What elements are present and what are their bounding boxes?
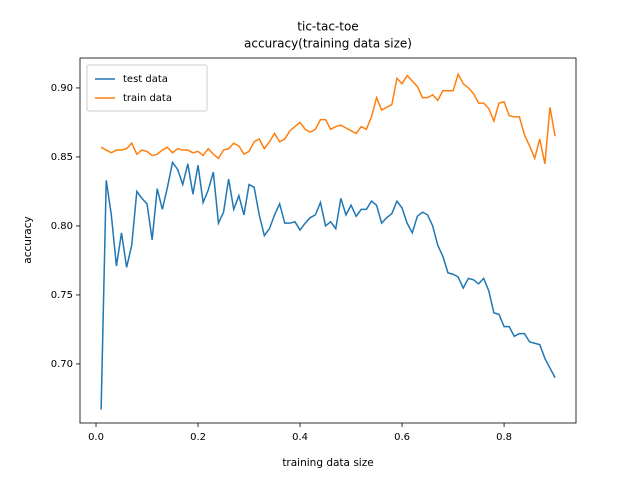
x-tick-label: 0.0 xyxy=(88,432,104,443)
x-tick-label: 0.8 xyxy=(496,432,512,443)
y-tick-label: 0.75 xyxy=(51,290,73,301)
y-axis-label: accuracy xyxy=(22,216,34,263)
x-tick-label: 0.4 xyxy=(292,432,308,443)
y-tick-label: 0.70 xyxy=(51,359,73,370)
chart-subtitle: accuracy(training data size) xyxy=(244,37,412,51)
plot-frame xyxy=(79,57,577,424)
line-series xyxy=(100,72,556,164)
line-series xyxy=(100,160,556,410)
legend-label: test data xyxy=(123,74,168,85)
chart-title: tic-tac-toe xyxy=(297,20,358,34)
x-tick-label: 0.2 xyxy=(190,432,206,443)
legend-label: train data xyxy=(123,93,172,104)
x-tick-label: 0.6 xyxy=(394,432,410,443)
legend-box xyxy=(86,64,208,112)
x-axis-label: training data size xyxy=(282,457,373,469)
y-tick-label: 0.90 xyxy=(51,83,73,94)
y-tick-label: 0.80 xyxy=(51,221,73,232)
y-tick-label: 0.85 xyxy=(51,152,73,163)
